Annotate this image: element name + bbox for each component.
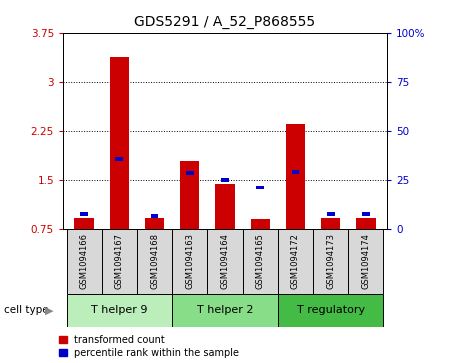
Bar [278, 294, 383, 327]
Bar [207, 229, 243, 294]
Text: T regulatory: T regulatory [297, 305, 364, 315]
Bar [80, 212, 88, 216]
Bar [172, 294, 278, 327]
Bar [362, 212, 370, 216]
Text: GSM1094163: GSM1094163 [185, 233, 194, 289]
Bar [348, 229, 383, 294]
Bar [327, 212, 334, 216]
Bar [251, 219, 270, 229]
Bar [221, 178, 229, 182]
Text: GSM1094172: GSM1094172 [291, 233, 300, 289]
Bar [215, 184, 235, 229]
Text: GSM1094173: GSM1094173 [326, 233, 335, 289]
Bar [292, 170, 299, 174]
Text: T helper 9: T helper 9 [91, 305, 148, 315]
Text: ▶: ▶ [45, 305, 54, 315]
Title: GDS5291 / A_52_P868555: GDS5291 / A_52_P868555 [135, 15, 315, 29]
Bar [67, 294, 172, 327]
Text: GSM1094166: GSM1094166 [80, 233, 89, 289]
Legend: transformed count, percentile rank within the sample: transformed count, percentile rank withi… [59, 335, 239, 358]
Text: GSM1094165: GSM1094165 [256, 233, 265, 289]
Bar [278, 229, 313, 294]
Bar [172, 229, 207, 294]
Text: T helper 2: T helper 2 [197, 305, 253, 315]
Bar [243, 229, 278, 294]
Bar [321, 217, 340, 229]
Bar [116, 157, 123, 161]
Bar [67, 229, 102, 294]
Text: GSM1094164: GSM1094164 [220, 233, 230, 289]
Bar [186, 171, 194, 175]
Bar [151, 214, 158, 218]
Bar [102, 229, 137, 294]
Text: GSM1094174: GSM1094174 [361, 233, 370, 289]
Text: cell type: cell type [4, 305, 49, 315]
Bar [313, 229, 348, 294]
Text: GSM1094167: GSM1094167 [115, 233, 124, 289]
Bar [145, 217, 164, 229]
Bar [110, 57, 129, 229]
Bar [356, 217, 376, 229]
Bar [286, 124, 305, 229]
Text: GSM1094168: GSM1094168 [150, 233, 159, 289]
Bar [137, 229, 172, 294]
Bar [74, 217, 94, 229]
Bar [180, 162, 199, 229]
Bar [256, 185, 264, 189]
